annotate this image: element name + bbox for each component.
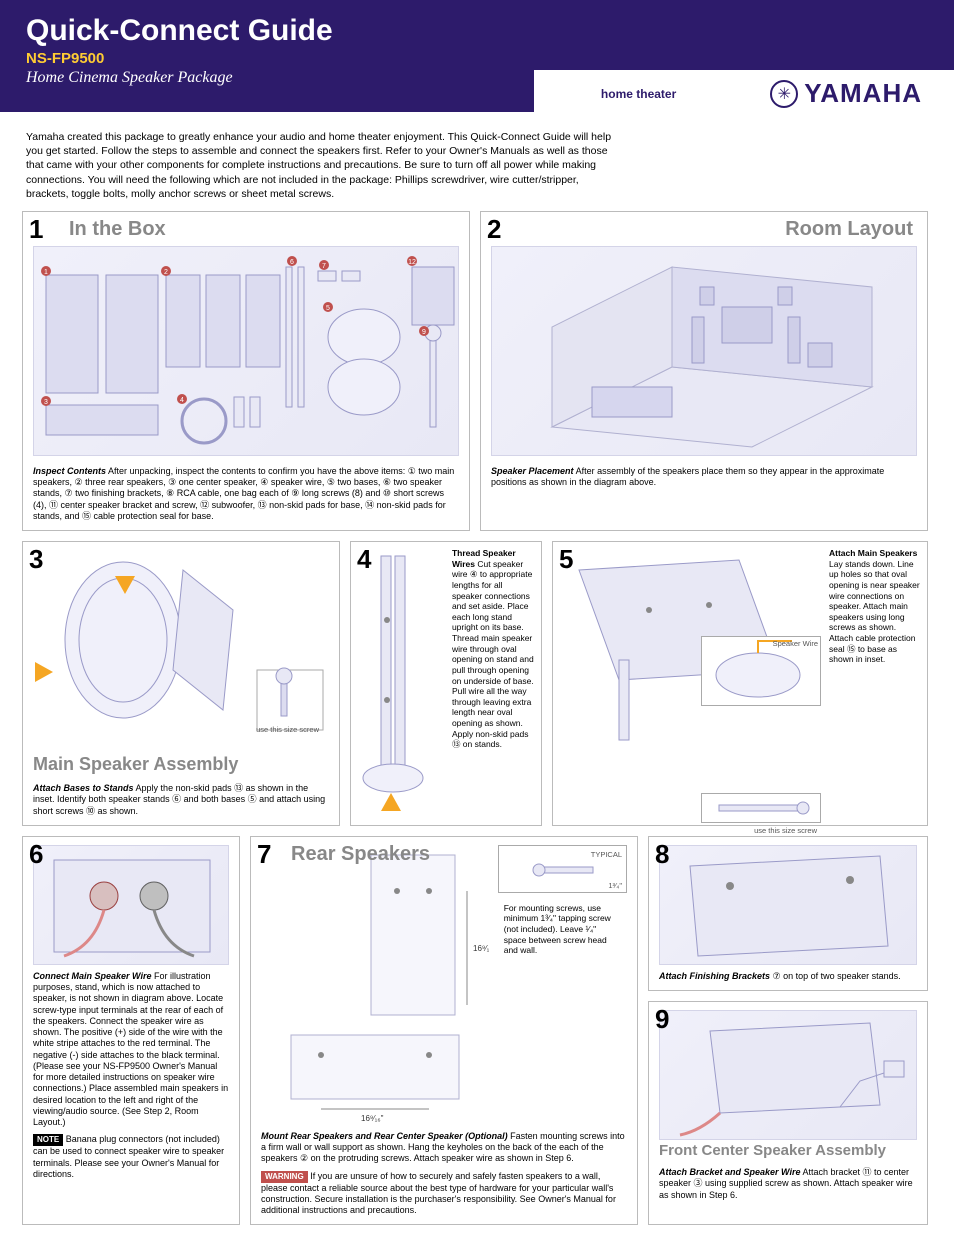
yamaha-mark-icon: ✳ <box>770 80 798 108</box>
step-number: 6 <box>29 839 43 870</box>
yamaha-wordmark: YAMAHA <box>804 78 922 109</box>
col-8-9: 8 Attach Finishing Brackets ⑦ on top of … <box>648 836 928 1226</box>
step-number: 7 <box>257 839 271 870</box>
screw-dim-label: 1³⁄₄" <box>608 881 622 890</box>
step-7-illustration-top: 16⁹⁄₁₆" <box>261 845 489 1025</box>
step-9-illustration <box>659 1010 917 1140</box>
panel-step-5: 5 Speaker Wire <box>552 541 928 826</box>
arrow-down-icon <box>115 576 135 594</box>
row-3: 6 Connect Main Speaker Wire For illustra… <box>22 836 932 1226</box>
step-8-caption: Attach Finishing Brackets ⑦ on top of tw… <box>649 965 927 990</box>
step-4-text: Cut speaker wire ④ to appropriate length… <box>452 559 534 750</box>
room-layout-illustration <box>491 246 917 456</box>
step-5-text: Lay stands down. Line up holes so that o… <box>829 559 920 665</box>
typical-label: TYPICAL <box>503 850 622 859</box>
svg-text:1: 1 <box>44 269 48 276</box>
model-number: NS-FP9500 <box>26 50 928 67</box>
panel-step-8: 8 Attach Finishing Brackets ⑦ on top of … <box>648 836 928 991</box>
panel-step-9: 9 Front Center Speaker Assembly Attach B… <box>648 1001 928 1225</box>
step-6-text: For illustration purposes, stand, which … <box>33 971 228 1127</box>
step-4-illustration <box>351 550 443 806</box>
step-number: 4 <box>357 544 371 575</box>
panel-step-4: 4 Thread Speaker Wires Cut speaker wire … <box>350 541 542 826</box>
step-number: 8 <box>655 839 669 870</box>
arrow-up-icon <box>381 793 401 811</box>
svg-text:4: 4 <box>180 397 184 404</box>
step-1-lead: Inspect Contents <box>33 466 106 476</box>
step-2-lead: Speaker Placement <box>491 466 574 476</box>
step-3-inset-label: use this size screw <box>256 725 319 734</box>
row-2: 3 use this size screw Main Speaker Assem… <box>22 541 932 826</box>
intro-paragraph: Yamaha created this package to greatly e… <box>0 112 640 211</box>
step-3-caption: Attach Bases to Stands Apply the non-ski… <box>23 777 339 825</box>
step-7-lead: Mount Rear Speakers and Rear Center Spea… <box>261 1131 508 1141</box>
panel-step-2: 2 Room Layout <box>480 211 928 531</box>
step-7-caption: Mount Rear Speakers and Rear Center Spea… <box>251 1125 637 1225</box>
step-9-caption: Attach Bracket and Speaker Wire Attach b… <box>649 1161 927 1209</box>
step-4-caption: Thread Speaker Wires Cut speaker wire ④ … <box>446 542 541 825</box>
svg-text:12: 12 <box>408 259 416 266</box>
step-number: 3 <box>29 544 43 575</box>
step-3-illustration <box>33 550 329 750</box>
panel-step-3: 3 use this size screw Main Speaker Assem… <box>22 541 340 826</box>
step-7-illustration-bottom: 16⁹⁄₁₆" <box>261 1025 489 1125</box>
in-the-box-illustration: 1 2 3 4 5 6 7 12 9 <box>33 246 459 456</box>
arrow-right-icon <box>35 662 53 682</box>
home-theater-label: home theater <box>593 83 684 105</box>
step-number: 2 <box>487 214 501 245</box>
step-number: 9 <box>655 1004 669 1035</box>
step-number: 1 <box>29 214 43 245</box>
svg-text:6: 6 <box>290 259 294 266</box>
svg-text:7: 7 <box>322 263 326 270</box>
step-number: 5 <box>559 544 573 575</box>
step-2-caption: Speaker Placement After assembly of the … <box>481 460 927 497</box>
header-right: home theater ✳ YAMAHA <box>593 76 928 111</box>
step-6-lead: Connect Main Speaker Wire <box>33 971 151 981</box>
svg-text:3: 3 <box>44 399 48 406</box>
step-6-caption: Connect Main Speaker Wire For illustrati… <box>23 965 239 1188</box>
step-5-lead: Attach Main Speakers <box>829 548 917 558</box>
step-5-inset-b <box>711 801 811 815</box>
step-1-caption: Inspect Contents After unpacking, inspec… <box>23 460 469 530</box>
step-7-warning: If you are unsure of how to securely and… <box>261 1171 616 1216</box>
panel-step-1: 1 In the Box <box>22 211 470 531</box>
step-7-mount-note: For mounting screws, use minimum 1³⁄₄" t… <box>498 899 627 960</box>
step-6-illustration <box>33 845 229 965</box>
step-3-lead: Attach Bases to Stands <box>33 783 134 793</box>
doc-title: Quick-Connect Guide <box>26 14 928 48</box>
page-header: Quick-Connect Guide NS-FP9500 Home Cinem… <box>0 0 954 112</box>
warning-badge: WARNING <box>261 1171 308 1183</box>
row-1: 1 In the Box <box>22 211 932 531</box>
svg-text:2: 2 <box>164 269 168 276</box>
step-8-text: ⑦ on top of two speaker stands. <box>773 971 901 981</box>
steps-grid: 1 In the Box <box>0 211 954 1256</box>
step-7-typical-inset: TYPICAL 1³⁄₄" <box>498 845 627 893</box>
svg-text:16⁹⁄₁₆": 16⁹⁄₁₆" <box>473 944 489 953</box>
yamaha-logo: ✳ YAMAHA <box>764 76 928 111</box>
svg-text:16⁹⁄₁₆": 16⁹⁄₁₆" <box>361 1114 384 1123</box>
svg-text:9: 9 <box>422 329 426 336</box>
panel-step-7: 7 Rear Speakers 16⁹⁄₁₆" <box>250 836 638 1226</box>
step-5-inset-b-label: use this size screw <box>754 826 817 835</box>
step-8-illustration <box>659 845 917 965</box>
step-5-inset-a-label: Speaker Wire <box>773 639 818 648</box>
step-2-title: Room Layout <box>785 218 913 241</box>
note-badge: NOTE <box>33 1134 63 1146</box>
rear-speakers-heading: Rear Speakers <box>291 843 430 865</box>
main-speaker-assembly-heading: Main Speaker Assembly <box>33 754 329 775</box>
front-center-assembly-heading: Front Center Speaker Assembly <box>659 1142 917 1159</box>
step-9-lead: Attach Bracket and Speaker Wire <box>659 1167 800 1177</box>
step-5-caption: Attach Main Speakers Lay stands down. Li… <box>823 542 927 825</box>
svg-text:5: 5 <box>326 305 330 312</box>
step-8-lead: Attach Finishing Brackets <box>659 971 770 981</box>
panel-step-6: 6 Connect Main Speaker Wire For illustra… <box>22 836 240 1226</box>
step-1-title: In the Box <box>69 218 166 241</box>
